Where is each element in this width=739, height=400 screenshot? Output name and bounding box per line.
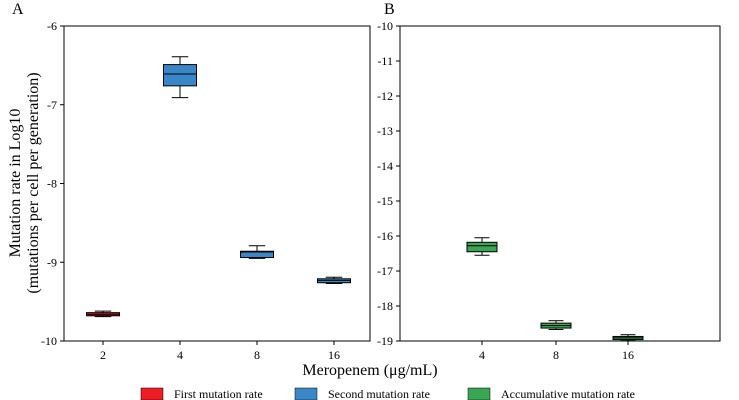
x-axis-title: Meropenem (μg/mL) bbox=[302, 362, 437, 379]
panel-b-ytick-label: -17 bbox=[377, 264, 393, 278]
panel-a-xtick-label: 8 bbox=[254, 348, 260, 362]
panel-b-frame bbox=[399, 25, 721, 342]
box-a-8 bbox=[240, 245, 274, 259]
panel-b: B -19 -18 -17 -16 -15 -14 -13 -12 -11 -10 4 8 16 bbox=[377, 1, 721, 362]
box-body bbox=[240, 250, 274, 259]
box-a-2 bbox=[86, 310, 120, 318]
legend-label-accumulative: Accumulative mutation rate bbox=[501, 387, 635, 400]
legend-swatch-second bbox=[294, 387, 318, 400]
panel-b-yticks: -19 -18 -17 -16 -15 -14 -13 -12 -11 -10 bbox=[377, 19, 400, 348]
panel-b-xtick-label: 16 bbox=[622, 348, 634, 362]
box-body bbox=[466, 241, 498, 253]
panel-a-ytick-label: -9 bbox=[47, 255, 57, 269]
legend-swatch-first bbox=[140, 387, 164, 400]
panel-b-ytick-label: -12 bbox=[377, 89, 393, 103]
box-a-4 bbox=[163, 56, 197, 99]
panel-b-xtick-label: 8 bbox=[553, 348, 559, 362]
panel-a-boxes bbox=[86, 56, 351, 318]
legend: First mutation rate Second mutation rate… bbox=[140, 387, 635, 400]
box-body bbox=[163, 64, 197, 87]
panel-a-ytick-label: -7 bbox=[47, 98, 57, 112]
panel-b-ytick-label: -13 bbox=[377, 124, 393, 138]
panel-b-xticks: 4 8 16 bbox=[479, 341, 634, 362]
panel-b-letter: B bbox=[384, 1, 395, 18]
box-b-8 bbox=[540, 320, 572, 330]
box-b-16 bbox=[612, 334, 644, 342]
panel-b-ytick-label: -15 bbox=[377, 194, 393, 208]
panel-b-ytick-label: -11 bbox=[377, 54, 393, 68]
panel-a-letter: A bbox=[12, 1, 24, 18]
panel-a-xtick-label: 4 bbox=[177, 348, 183, 362]
panel-a: A -10 -9 -8 -7 -6 2 4 8 16 bbox=[12, 1, 371, 362]
panel-b-ytick-label: -10 bbox=[377, 19, 393, 33]
legend-label-second: Second mutation rate bbox=[328, 387, 430, 400]
panel-a-xtick-label: 16 bbox=[328, 348, 340, 362]
box-b-4 bbox=[466, 237, 498, 256]
panel-a-xticks: 2 4 8 16 bbox=[100, 341, 340, 362]
panel-b-ytick-label: -19 bbox=[377, 334, 393, 348]
y-axis-title-line2: (mutations per cell per generation) bbox=[25, 72, 42, 293]
panel-a-ytick-label: -8 bbox=[47, 177, 57, 191]
legend-swatch-accumulative bbox=[467, 387, 491, 400]
panel-a-xtick-label: 2 bbox=[100, 348, 106, 362]
panel-b-xtick-label: 4 bbox=[479, 348, 485, 362]
y-axis-title-line1: Mutation rate in Log10 bbox=[7, 109, 24, 258]
panel-a-ytick-label: -10 bbox=[41, 334, 57, 348]
panel-b-boxes bbox=[466, 237, 644, 342]
legend-label-first: First mutation rate bbox=[174, 387, 263, 400]
panel-a-yticks: -10 -9 -8 -7 -6 bbox=[41, 19, 64, 348]
box-a-16 bbox=[317, 276, 351, 285]
panel-a-ytick-label: -6 bbox=[47, 19, 57, 33]
panel-b-ytick-label: -14 bbox=[377, 159, 393, 173]
panel-b-ytick-label: -18 bbox=[377, 299, 393, 313]
panel-a-frame bbox=[63, 25, 371, 342]
panel-b-ytick-label: -16 bbox=[377, 229, 393, 243]
